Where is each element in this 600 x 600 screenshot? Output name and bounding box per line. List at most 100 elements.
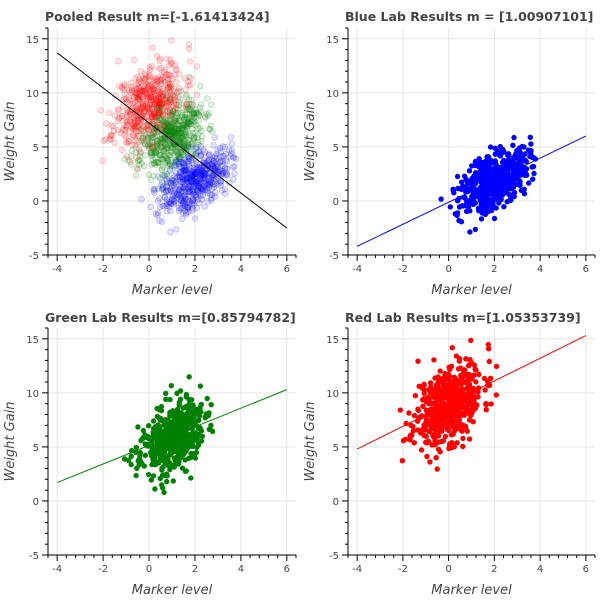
- pooled-point: [197, 108, 205, 115]
- blue-y-tick-label: 0: [333, 197, 339, 208]
- pooled-point: [194, 109, 201, 117]
- pooled-point: [158, 218, 166, 225]
- pooled-series-red-lab: [97, 37, 201, 173]
- pooled-point: [130, 122, 138, 129]
- pooled-point: [145, 135, 152, 142]
- pooled-point: [180, 167, 188, 174]
- pooled-point: [169, 111, 176, 118]
- pooled-point: [145, 109, 153, 116]
- pooled-point: [163, 128, 170, 135]
- pooled-point: [181, 167, 188, 174]
- pooled-point: [158, 100, 166, 107]
- pooled-point: [174, 101, 181, 109]
- pooled-point: [139, 100, 147, 107]
- pooled-point: [155, 119, 163, 126]
- pooled-point: [171, 92, 178, 100]
- pooled-point: [212, 189, 219, 196]
- pooled-point: [183, 174, 190, 181]
- pooled-point: [197, 185, 205, 192]
- pooled-point: [140, 107, 148, 115]
- pooled-point: [155, 109, 163, 116]
- pooled-point: [172, 117, 179, 125]
- green-x-tick-label: -4: [52, 564, 62, 575]
- pooled-point: [157, 115, 164, 122]
- pooled-point: [186, 198, 193, 205]
- red-point: [427, 459, 433, 465]
- pooled-point: [169, 119, 177, 127]
- pooled-point: [204, 187, 211, 195]
- pooled-point: [179, 122, 187, 129]
- pooled-point: [208, 172, 215, 179]
- pooled-point: [150, 117, 157, 124]
- pooled-point: [164, 116, 172, 124]
- pooled-point: [180, 198, 187, 205]
- blue-point: [528, 148, 534, 154]
- pooled-point: [173, 66, 180, 74]
- pooled-point: [148, 111, 155, 118]
- pooled-point: [208, 173, 216, 180]
- pooled-point: [203, 159, 210, 166]
- pooled-point: [180, 163, 188, 171]
- pooled-point: [191, 180, 198, 188]
- green-point: [179, 465, 186, 471]
- pooled-point: [118, 113, 126, 120]
- pooled-point: [191, 188, 198, 195]
- pooled-point: [156, 105, 164, 112]
- pooled-point: [174, 151, 182, 159]
- red-point: [457, 377, 463, 384]
- pooled-point: [153, 132, 160, 139]
- pooled-point: [150, 93, 157, 101]
- pooled-point: [182, 116, 190, 124]
- pooled-point: [175, 126, 182, 133]
- green-point: [195, 425, 202, 432]
- pooled-point: [223, 170, 231, 178]
- blue-point: [459, 203, 465, 209]
- green-point: [208, 402, 214, 408]
- pooled-point: [212, 175, 219, 183]
- pooled-point: [153, 105, 161, 112]
- red-point: [458, 427, 464, 433]
- green-point: [135, 424, 141, 430]
- pooled-point: [135, 156, 143, 163]
- pooled-point: [150, 172, 157, 180]
- pooled-point: [212, 163, 219, 171]
- pooled-point: [178, 194, 186, 201]
- pooled-point: [191, 134, 198, 141]
- pooled-point: [175, 191, 182, 198]
- green-title: Green Lab Results m=[0.85794782]: [45, 310, 296, 325]
- pooled-point: [231, 170, 238, 177]
- green-point: [165, 441, 172, 447]
- pooled-point: [179, 174, 186, 181]
- red-point: [449, 444, 456, 451]
- pooled-point: [158, 107, 165, 114]
- green-x-tick-label: 6: [284, 564, 290, 575]
- pooled-point: [180, 121, 188, 129]
- green-point: [163, 390, 169, 397]
- red-point: [468, 337, 474, 344]
- pooled-point: [177, 197, 185, 204]
- pooled-point: [195, 184, 202, 192]
- pooled-point: [184, 122, 191, 129]
- pooled-point: [154, 144, 161, 151]
- green-point: [137, 450, 144, 456]
- pooled-point: [196, 124, 204, 131]
- pooled-point: [195, 179, 202, 187]
- pooled-point: [196, 199, 203, 207]
- pooled-point: [167, 96, 175, 104]
- pooled-point: [147, 99, 155, 106]
- pooled-point: [166, 95, 174, 103]
- pooled-point: [142, 107, 149, 115]
- pooled-point: [214, 163, 221, 170]
- pooled-point: [122, 123, 130, 130]
- red-x-tick-label: 4: [537, 564, 543, 575]
- pooled-point: [185, 142, 192, 149]
- pooled-point: [175, 187, 183, 194]
- pooled-point: [195, 177, 202, 185]
- pooled-point: [177, 153, 184, 160]
- pooled-point: [142, 88, 149, 95]
- green-point: [150, 418, 157, 424]
- pooled-point: [227, 134, 235, 141]
- green-point: [163, 428, 170, 435]
- pooled-point: [169, 193, 176, 200]
- pooled-point: [123, 121, 131, 129]
